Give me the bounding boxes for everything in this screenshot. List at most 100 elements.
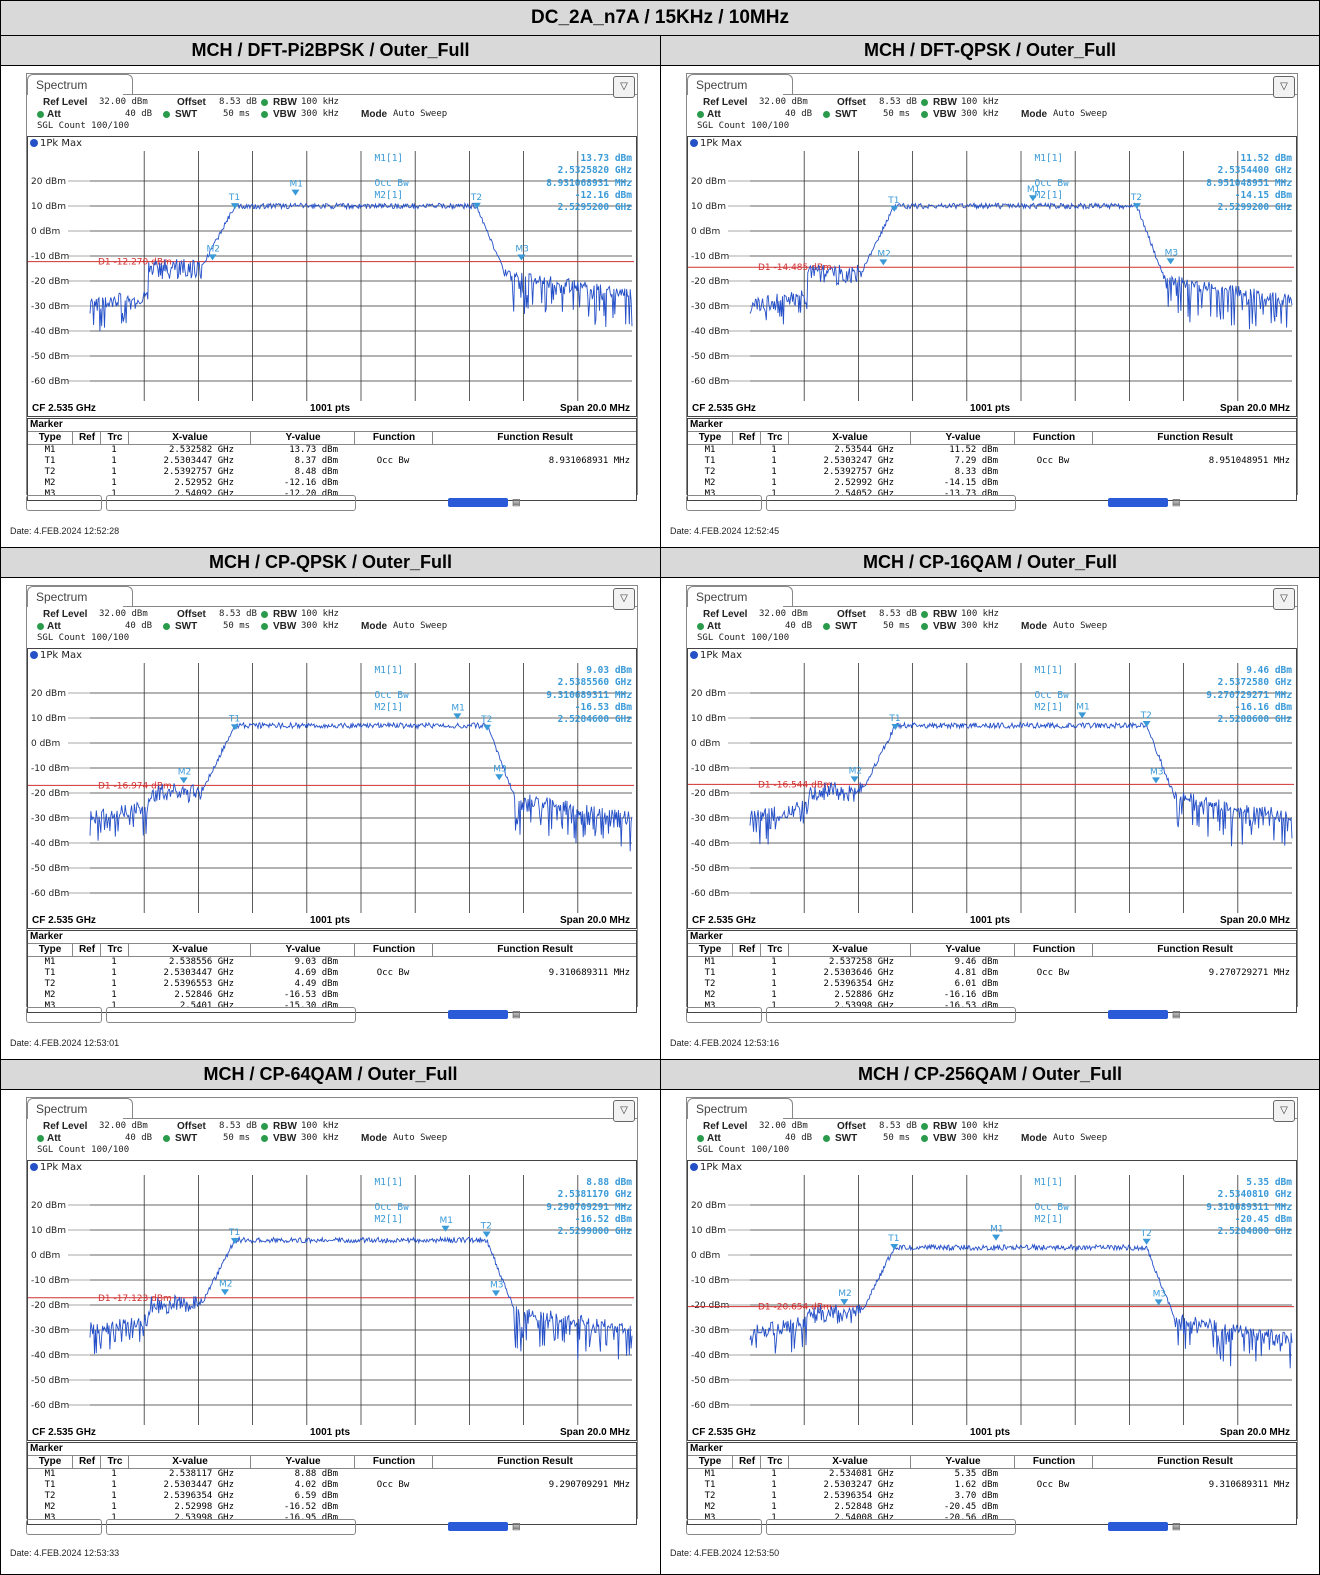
y-tick-label: -20 dBm xyxy=(31,1301,69,1311)
column-header: Y-value xyxy=(250,432,355,444)
m2-readout-frequency: 2.5299800 GHz xyxy=(558,1226,633,1237)
row-divider xyxy=(1,1059,1319,1060)
marker-label-m3: M3 xyxy=(515,245,529,255)
table-cell: M1 xyxy=(44,957,56,967)
collapse-icon[interactable]: ▽ xyxy=(613,1100,635,1122)
table-cell: -16.53 dBm xyxy=(283,990,338,1000)
analyzer-window: Spectrum ▽ Ref Level 32.00 dBm Offset 8.53 dB… xyxy=(26,585,638,1013)
offset-label: Offset xyxy=(177,609,206,620)
m1-readout-label: M1[1] xyxy=(375,665,404,676)
table-cell: -13.73 dBm xyxy=(943,489,998,499)
marker-label-t1: T1 xyxy=(888,714,900,724)
status-field[interactable] xyxy=(106,1519,356,1535)
table-cell: T1 xyxy=(44,456,56,466)
mode-label: Mode xyxy=(361,1133,388,1144)
status-icon: ▤ xyxy=(512,497,521,507)
status-field[interactable] xyxy=(26,1007,102,1023)
collapse-icon[interactable]: ▽ xyxy=(613,588,635,610)
marker-table-header: Type Ref Trc X-value Y-value Function Function… xyxy=(688,431,1296,445)
column-header: Function Result xyxy=(1092,1456,1297,1468)
table-cell: 1.62 dBm xyxy=(954,1480,998,1490)
table-cell: 1 xyxy=(771,467,777,477)
tab-spectrum[interactable]: Spectrum xyxy=(27,74,133,95)
swt-label: SWT xyxy=(175,109,198,120)
table-cell: 1 xyxy=(111,968,117,978)
tab-spectrum[interactable]: Spectrum xyxy=(687,1098,793,1119)
table-row: M2 1 2.52952 GHz -12.16 dBm xyxy=(28,478,636,489)
status-dot-icon xyxy=(261,99,268,106)
y-tick-label: -20 dBm xyxy=(691,277,729,287)
rbw-value: 100 kHz xyxy=(961,609,999,619)
marker-triangle-t2 xyxy=(482,1231,491,1238)
table-row: M2 1 2.52848 GHz -20.45 dBm xyxy=(688,1502,1296,1513)
table-row: M3 1 2.54008 GHz -20.56 dBm xyxy=(688,1513,1296,1524)
m2-readout-value: -14.15 dBm xyxy=(1235,190,1292,201)
tab-underline xyxy=(783,606,1297,607)
table-cell: 2.52952 GHz xyxy=(174,478,234,488)
column-header: X-value xyxy=(788,1456,911,1468)
row-divider xyxy=(1,547,1319,548)
status-field[interactable] xyxy=(106,495,356,511)
collapse-icon[interactable]: ▽ xyxy=(1273,1100,1295,1122)
status-field[interactable] xyxy=(686,495,762,511)
status-field[interactable] xyxy=(106,1007,356,1023)
y-tick-label: -20 dBm xyxy=(691,1301,729,1311)
column-header: Trc xyxy=(760,432,789,444)
y-tick-label: 10 dBm xyxy=(31,202,66,212)
table-cell: 8.88 dBm xyxy=(294,1469,338,1479)
tab-spectrum[interactable]: Spectrum xyxy=(687,74,793,95)
collapse-icon[interactable]: ▽ xyxy=(1273,588,1295,610)
att-label: Att xyxy=(707,621,721,632)
vbw-label: VBW xyxy=(933,109,957,120)
status-icon: ▤ xyxy=(1172,1521,1181,1531)
y-tick-label: -10 dBm xyxy=(31,252,69,262)
table-row: M2 1 2.52992 GHz -14.15 dBm xyxy=(688,478,1296,489)
y-tick-label: 20 dBm xyxy=(31,689,66,699)
occ-bw-value: 9.310689311 MHz xyxy=(1206,1202,1292,1213)
status-field[interactable] xyxy=(766,1007,1016,1023)
tab-spectrum[interactable]: Spectrum xyxy=(27,1098,133,1119)
table-cell: 9.310689311 MHz xyxy=(1208,1480,1290,1490)
tab-spectrum[interactable]: Spectrum xyxy=(687,586,793,607)
table-cell: Occ Bw xyxy=(376,1480,410,1490)
tab-spectrum[interactable]: Spectrum xyxy=(27,586,133,607)
column-header: Type xyxy=(38,944,62,955)
status-field[interactable] xyxy=(26,495,102,511)
collapse-icon[interactable]: ▽ xyxy=(1273,76,1295,98)
swt-label: SWT xyxy=(835,621,858,632)
table-cell: T2 xyxy=(704,1491,716,1501)
m2-readout-value: -16.52 dBm xyxy=(575,1214,632,1225)
status-field[interactable] xyxy=(686,1519,762,1535)
table-row: M3 1 2.54052 GHz -13.73 dBm xyxy=(688,489,1296,500)
column-divider xyxy=(660,36,661,1574)
marker-label-m2: M2 xyxy=(206,244,220,254)
marker-table-header: Type Ref Trc X-value Y-value Function Function… xyxy=(688,1455,1296,1469)
y-tick-label: -30 dBm xyxy=(691,1326,729,1336)
status-field[interactable] xyxy=(26,1519,102,1535)
spectrum-screenshot: Spectrum ▽ Ref Level 32.00 dBm Offset 8.53 dB… xyxy=(26,1097,638,1535)
capture-date: Date: 4.FEB.2024 12:52:45 xyxy=(670,526,780,536)
ref-level-label: Ref Level xyxy=(703,97,748,108)
chart-title: MCH / CP-64QAM / Outer_Full xyxy=(1,1060,660,1090)
marker-triangle-t1 xyxy=(891,723,900,730)
m1-readout-value: 13.73 dBm xyxy=(581,153,633,164)
trace-label: 1Pk Max xyxy=(30,650,82,661)
marker-triangle-m3 xyxy=(495,774,504,781)
spectrum-chart: 20 dBm 10 dBm 0 dBm -10 dBm -20 dBm -30 dBm -4… xyxy=(688,151,1294,401)
table-cell: 1 xyxy=(111,1491,117,1501)
collapse-icon[interactable]: ▽ xyxy=(613,76,635,98)
y-tick-label: 20 dBm xyxy=(691,177,726,187)
table-cell: 1 xyxy=(771,456,777,466)
trace-name: 1Pk Max xyxy=(40,138,83,149)
status-field[interactable] xyxy=(766,1519,1016,1535)
status-field[interactable] xyxy=(766,495,1016,511)
status-field[interactable] xyxy=(686,1007,762,1023)
table-row: M1 1 2.53544 GHz 11.52 dBm xyxy=(688,445,1296,456)
sgl-count: SGL Count 100/100 xyxy=(697,633,790,643)
table-cell: M3 xyxy=(44,489,56,499)
offset-value: 8.53 dB xyxy=(879,97,917,107)
table-cell: 2.537258 GHz xyxy=(828,957,894,967)
table-cell: 8.931068931 MHz xyxy=(548,456,630,466)
table-cell: M2 xyxy=(704,1502,716,1512)
